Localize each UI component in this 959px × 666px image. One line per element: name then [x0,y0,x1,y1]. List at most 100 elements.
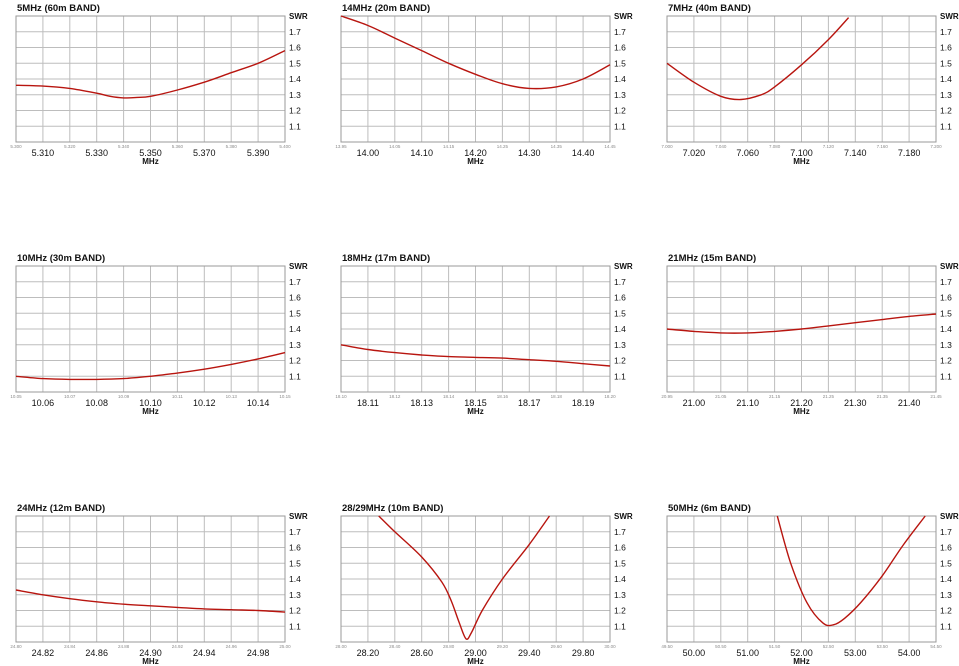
x-tick-label-major: 29.80 [572,648,595,658]
y-tick-label: 1.2 [940,106,952,116]
x-tick-label-major: 24.86 [85,648,108,658]
x-tick-label-minor: 21.15 [769,394,781,399]
x-tick-label-major: 5.330 [85,148,108,158]
x-tick-label-major: 18.13 [410,398,433,408]
swr-curve [15,351,286,381]
y-tick-label: 1.7 [614,27,626,37]
x-tick-label-major: 14.20 [464,148,487,158]
y-axis-label: SWR [614,512,633,521]
y-axis-label: SWR [289,512,308,521]
plot-frame [15,265,286,393]
x-tick-label-major: 52.00 [790,648,813,658]
swr-curve [340,344,611,367]
x-axis-label: MHz [142,157,158,166]
x-tick-label-major: 7.020 [683,148,706,158]
chart-panel: 50MHz (6m BAND) SWR 1.1 1.2 1.3 1.4 1.5 1.6 1.7 5… [661,503,959,666]
x-axis-label: MHz [793,657,809,666]
x-tick-label-minor: 5.360 [172,144,184,149]
x-axis-label: MHz [793,157,809,166]
y-tick-label: 1.3 [614,590,626,600]
x-tick-label-minor: 52.50 [823,644,835,649]
x-tick-label-minor: 10.09 [118,394,130,399]
x-tick-label-major: 10.08 [85,398,108,408]
swr-curve [378,515,551,640]
y-tick-label: 1.4 [614,324,626,334]
x-tick-label-minor: 7.080 [769,144,781,149]
y-tick-label: 1.6 [940,43,952,53]
x-tick-label-minor: 50.50 [715,644,727,649]
y-tick-label: 1.1 [289,621,301,631]
x-tick-label-minor: 20.95 [661,394,673,399]
x-tick-label-major: 5.390 [247,148,270,158]
x-tick-label-minor: 24.96 [226,644,238,649]
chart-panel: 24MHz (12m BAND) SWR 1.1 1.2 1.3 1.4 1.5 1.6 1.7… [10,503,308,666]
swr-curve [15,589,286,613]
x-tick-label-minor: 5.320 [64,144,76,149]
y-tick-label: 1.3 [289,590,301,600]
y-tick-label: 1.3 [614,90,626,100]
x-tick-label-major: 24.90 [139,648,162,658]
chart-panel: 7MHz (40m BAND) SWR 1.1 1.2 1.3 1.4 1.5 1.6 1.7 7… [661,3,959,166]
x-tick-label-major: 21.20 [790,398,813,408]
plot-frame [340,515,611,643]
chart-title: 14MHz (20m BAND) [342,3,430,14]
x-tick-label-major: 18.11 [357,398,379,408]
y-tick-label: 1.5 [940,558,952,568]
chart-panel: 10MHz (30m BAND) SWR 1.1 1.2 1.3 1.4 1.5 1.6 1.7… [10,253,308,416]
chart-title: 21MHz (15m BAND) [668,253,756,264]
y-tick-label: 1.5 [289,58,301,68]
chart-title: 10MHz (30m BAND) [17,253,105,264]
y-tick-label: 1.6 [289,293,301,303]
y-tick-label: 1.1 [614,121,626,131]
x-tick-label-minor: 29.20 [497,644,509,649]
x-tick-label-major: 18.15 [464,398,487,408]
x-tick-label-minor: 25.00 [279,644,291,649]
y-tick-label: 1.1 [289,121,301,131]
x-tick-label-major: 14.10 [410,148,433,158]
x-tick-label-minor: 10.11 [172,394,183,399]
y-tick-label: 1.5 [289,308,301,318]
y-tick-label: 1.3 [940,340,952,350]
x-tick-label-major: 21.40 [898,398,921,408]
x-tick-label-major: 7.140 [844,148,867,158]
swr-curve [15,49,286,99]
x-tick-label-minor: 21.35 [877,394,889,399]
x-tick-label-minor: 28.00 [335,644,347,649]
x-tick-label-minor: 14.05 [389,144,401,149]
x-tick-label-major: 7.060 [736,148,759,158]
x-tick-label-major: 14.30 [518,148,541,158]
y-tick-label: 1.6 [614,43,626,53]
x-tick-label-minor: 54.50 [930,644,942,649]
chart-title: 7MHz (40m BAND) [668,3,751,14]
swr-curve [776,515,926,627]
x-tick-label-minor: 24.92 [172,644,184,649]
x-tick-label-minor: 18.12 [389,394,401,399]
y-tick-label: 1.7 [940,277,952,287]
y-tick-label: 1.2 [289,106,301,116]
chart-panel: 18MHz (17m BAND) SWR 1.1 1.2 1.3 1.4 1.5 1.6 1.7… [335,253,633,416]
y-tick-label: 1.4 [614,574,626,584]
y-tick-label: 1.3 [289,90,301,100]
y-tick-label: 1.6 [614,293,626,303]
swr-curve [340,15,611,90]
y-tick-label: 1.6 [940,293,952,303]
y-tick-label: 1.5 [940,58,952,68]
chart-panel: 28/29MHz (10m BAND) SWR 1.1 1.2 1.3 1.4 1.5 1.6… [335,503,633,666]
chart-panel: 14MHz (20m BAND) SWR 1.1 1.2 1.3 1.4 1.5 1.6 1.7… [335,3,633,166]
y-axis-label: SWR [940,262,959,271]
y-tick-label: 1.2 [614,106,626,116]
y-tick-label: 1.6 [289,43,301,53]
plot-frame [15,515,286,643]
x-tick-label-minor: 18.16 [497,394,509,399]
y-tick-label: 1.5 [614,58,626,68]
x-tick-label-major: 7.100 [790,148,813,158]
x-tick-label-minor: 5.380 [226,144,238,149]
x-tick-label-minor: 49.50 [661,644,673,649]
x-tick-label-minor: 10.13 [226,394,238,399]
x-tick-label-major: 14.00 [357,148,380,158]
y-tick-label: 1.7 [614,277,626,287]
y-tick-label: 1.4 [614,74,626,84]
x-tick-label-major: 5.350 [139,148,162,158]
x-tick-label-minor: 5.400 [279,144,291,149]
